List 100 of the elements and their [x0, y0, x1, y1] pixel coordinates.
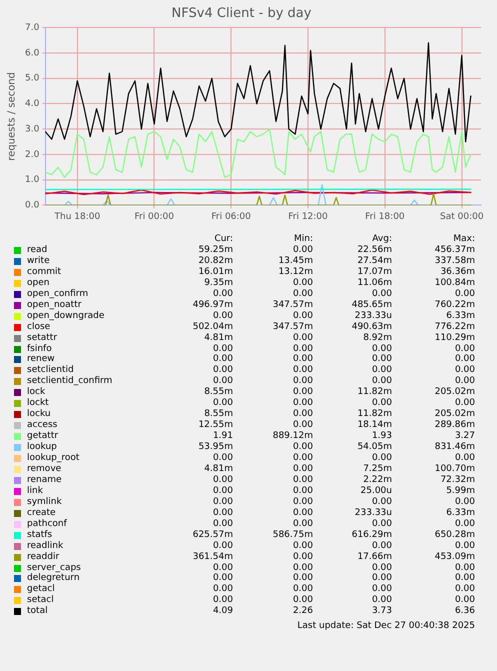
text: 36.36m [440, 266, 475, 277]
text: 5.99m [446, 486, 475, 496]
text: 0.00 [372, 518, 392, 529]
text: 453.09m [434, 552, 475, 562]
text: 100.84m [434, 278, 475, 288]
legend-label: link [27, 486, 43, 496]
text: 0.00 [292, 420, 313, 430]
text: 0.00 [292, 464, 313, 474]
text: 0.00 [292, 518, 313, 529]
text: 0.00 [454, 354, 475, 364]
text: 0.00 [292, 332, 313, 343]
x-tick-label: Sat 00:00 [440, 212, 484, 222]
text: 0.00 [454, 595, 475, 606]
text: 485.65m [352, 300, 392, 310]
y-tick-label: 4.0 [24, 99, 40, 110]
text: 0.00 [292, 562, 313, 572]
text: 0.00 [212, 540, 233, 551]
text: 8.55m [204, 387, 233, 398]
text: 0.00 [454, 562, 475, 572]
text: 6.33m [446, 310, 475, 321]
text: Last update: Sat Dec 27 00:40:38 2025 [297, 621, 475, 632]
legend-label: open_confirm [27, 288, 88, 299]
text: 59.25m [198, 244, 233, 255]
legend-label: access [27, 420, 58, 430]
text: 337.58m [434, 256, 475, 266]
legend-label: lookup [27, 442, 57, 452]
text: 4.81m [204, 464, 233, 474]
text: 0.00 [212, 474, 233, 485]
text: 0.00 [372, 288, 392, 299]
text: 0.00 [292, 595, 313, 606]
text: 0.00 [212, 354, 233, 364]
legend-label: setclientid_confirm [27, 376, 112, 386]
text: 0.00 [212, 398, 233, 408]
text: 205.02m [434, 409, 475, 420]
legend-label: getacl [27, 584, 55, 594]
legend-label: readlink [27, 540, 64, 551]
text: 0.00 [292, 244, 313, 255]
text: 17.66m [357, 552, 392, 562]
text: 72.32m [440, 474, 475, 485]
text: 0.00 [454, 453, 475, 463]
text: 0.00 [372, 365, 392, 376]
text: 100.70m [434, 464, 475, 474]
text: 650.28m [434, 530, 475, 540]
legend-label: setacl [27, 595, 54, 606]
text: 490.63m [352, 322, 392, 332]
legend-label: create [27, 508, 56, 518]
x-tick-label: Fri 00:00 [134, 212, 174, 222]
text: 12.55m [198, 420, 233, 430]
text: 1.91 [212, 431, 233, 442]
legend-label: locku [27, 409, 51, 420]
text: 0.00 [454, 288, 475, 299]
text: 0.00 [292, 365, 313, 376]
text: 0.00 [212, 508, 233, 518]
legend-label: close [27, 322, 50, 332]
text: 13.12m [278, 266, 313, 277]
y-tick-label: 5.0 [24, 74, 40, 84]
text: 0.00 [292, 573, 313, 584]
legend-label: open [27, 278, 50, 288]
legend-label: write [27, 256, 50, 266]
legend-label: rename [27, 474, 62, 485]
text: 1.93 [372, 431, 392, 442]
text: 11.06m [357, 278, 392, 288]
text: 0.00 [292, 344, 313, 354]
text: Min: [294, 234, 313, 244]
text: 17.07m [357, 266, 392, 277]
text: 8.92m [363, 332, 392, 343]
x-tick-label: Thu 18:00 [53, 212, 100, 222]
legend-label: lookup_root [27, 453, 80, 463]
text: 361.54m [192, 552, 233, 562]
text: 831.46m [434, 442, 475, 452]
text: 3.27 [454, 431, 475, 442]
text: 0.00 [212, 376, 233, 386]
text: 0.00 [454, 518, 475, 529]
text: 760.22m [434, 300, 475, 310]
text: 0.00 [212, 573, 233, 584]
text: 0.00 [372, 584, 392, 594]
text: 0.00 [372, 573, 392, 584]
text: 0.00 [212, 518, 233, 529]
text: 0.00 [372, 398, 392, 408]
text: 11.82m [357, 387, 392, 398]
text: 496.97m [192, 300, 233, 310]
text: Cur: [214, 234, 233, 244]
y-tick-label: 0.0 [24, 200, 40, 211]
text: 625.57m [192, 530, 233, 540]
x-tick-label: Fri 12:00 [288, 212, 328, 222]
text: 0.00 [372, 453, 392, 463]
text: 0.00 [372, 376, 392, 386]
legend-label: getattr [27, 431, 58, 442]
legend-label: statfs [27, 530, 52, 540]
chart-title: NFSv4 Client - by day [172, 6, 312, 22]
text: 0.00 [292, 387, 313, 398]
x-tick-label: Fri 18:00 [365, 212, 405, 222]
text: 0.00 [454, 496, 475, 507]
text: 0.00 [372, 562, 392, 572]
text: Max: [453, 234, 475, 244]
legend-label: commit [27, 266, 62, 277]
y-axis-title: requests / second [6, 72, 18, 161]
text: 0.00 [292, 376, 313, 386]
text: 0.00 [212, 486, 233, 496]
legend-label: readdir [27, 552, 60, 562]
